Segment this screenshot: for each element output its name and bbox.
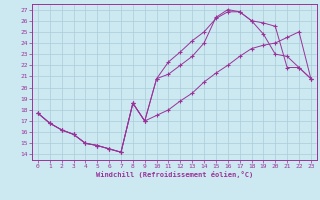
X-axis label: Windchill (Refroidissement éolien,°C): Windchill (Refroidissement éolien,°C) (96, 171, 253, 178)
